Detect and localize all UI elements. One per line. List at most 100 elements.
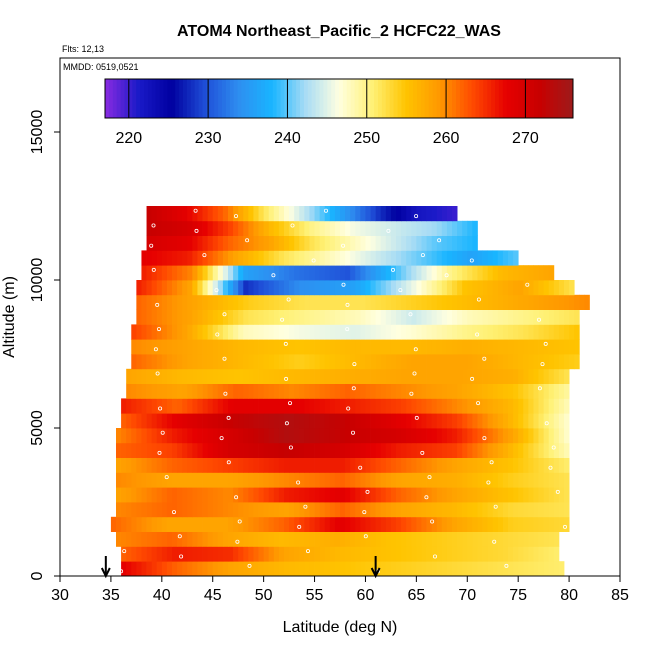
heatmap-cell — [156, 561, 163, 577]
heatmap-cell — [329, 368, 336, 384]
heatmap-cell — [497, 368, 504, 384]
heatmap-cell — [187, 398, 193, 414]
heatmap-cell — [273, 250, 280, 266]
heatmap-cell — [528, 339, 534, 355]
heatmap-cell — [116, 516, 122, 532]
heatmap-cell — [350, 561, 356, 577]
heatmap-cell — [187, 280, 193, 296]
chart-title: ATOM4 Northeast_Pacific_2 HCFC22_WAS — [177, 23, 501, 40]
heatmap-cell — [329, 502, 336, 518]
heatmap-cell — [187, 487, 193, 503]
heatmap-cell — [487, 428, 494, 444]
heatmap-cell — [553, 487, 560, 503]
heatmap-cell — [421, 413, 427, 429]
heatmap-cell — [309, 235, 315, 251]
heatmap-cell — [233, 413, 239, 429]
heatmap-cell — [248, 546, 254, 562]
sample-marker — [219, 436, 224, 441]
heatmap-cell — [533, 398, 539, 414]
colorbar: 220 230 240 250 260 270 — [104, 78, 574, 147]
heatmap-cell — [497, 442, 504, 458]
heatmap-cell — [166, 428, 173, 444]
heatmap-cell — [314, 472, 321, 488]
heatmap-cell — [304, 324, 310, 340]
heatmap-cell — [574, 324, 580, 340]
heatmap-cell — [268, 294, 275, 310]
heatmap-cell — [263, 472, 270, 488]
heatmap-cell — [299, 516, 305, 532]
heatmap-cell — [396, 516, 402, 532]
heatmap-cell — [508, 354, 514, 370]
heatmap-cell — [228, 265, 234, 281]
heatmap-cell — [487, 531, 494, 547]
heatmap-cell — [334, 428, 341, 444]
heatmap-cell — [421, 280, 427, 296]
sample-marker — [237, 519, 242, 524]
heatmap-cell — [518, 502, 524, 518]
heatmap-cell — [329, 354, 336, 370]
heatmap-cell — [487, 502, 494, 518]
colorbar-segment — [354, 79, 359, 118]
heatmap-cell — [131, 487, 137, 503]
heatmap-cell — [324, 383, 331, 399]
heatmap-cell — [131, 546, 137, 562]
heatmap-cell — [538, 280, 545, 296]
heatmap-cell — [217, 339, 224, 355]
heatmap-cell — [334, 250, 341, 266]
heatmap-cell — [182, 383, 188, 399]
heatmap-cell — [345, 398, 351, 414]
heatmap-cell — [248, 457, 254, 473]
heatmap-cell — [569, 294, 575, 310]
heatmap-cell — [401, 428, 407, 444]
heatmap-cell — [263, 398, 270, 414]
heatmap-cell — [192, 457, 198, 473]
heatmap-cell — [370, 516, 377, 532]
heatmap-cell — [350, 546, 356, 562]
colorbar-segment — [459, 79, 465, 118]
heatmap-cell — [441, 516, 448, 532]
heatmap-cell — [390, 294, 397, 310]
heatmap-cell — [446, 324, 453, 340]
heatmap-cell — [273, 354, 280, 370]
heatmap-cell — [268, 339, 275, 355]
heatmap-cell — [131, 531, 137, 547]
heatmap-cell — [253, 413, 259, 429]
heatmap-cell — [380, 502, 387, 518]
heatmap-cell — [177, 280, 183, 296]
heatmap-cell — [207, 250, 214, 266]
heatmap-cell — [416, 354, 422, 370]
heatmap-cell — [278, 442, 285, 458]
heatmap-cell — [329, 487, 336, 503]
heatmap-cell — [558, 309, 565, 325]
heatmap-cell — [299, 250, 305, 266]
heatmap-cell — [212, 339, 219, 355]
heatmap-cell — [258, 324, 265, 340]
heatmap-cell — [238, 324, 244, 340]
heatmap-cell — [477, 531, 483, 547]
heatmap-cell — [187, 442, 193, 458]
heatmap-cell — [375, 383, 382, 399]
sample-marker — [287, 401, 292, 406]
heatmap-cell — [324, 561, 331, 577]
heatmap-cell — [294, 487, 300, 503]
heatmap-cell — [294, 383, 300, 399]
heatmap-cell — [416, 472, 422, 488]
heatmap-cell — [416, 531, 422, 547]
heatmap-cell — [233, 428, 239, 444]
heatmap-cell — [396, 383, 402, 399]
heatmap-cell — [172, 250, 178, 266]
heatmap-cell — [329, 472, 336, 488]
heatmap-cell — [192, 487, 198, 503]
heatmap-cell — [497, 413, 504, 429]
heatmap-cell — [268, 206, 275, 222]
heatmap-cell — [548, 502, 555, 518]
heatmap-cell — [365, 546, 371, 562]
heatmap-cell — [472, 383, 478, 399]
heatmap-cell — [299, 220, 305, 236]
heatmap-cell — [212, 250, 219, 266]
heatmap-cell — [401, 368, 407, 384]
heatmap-cell — [258, 502, 265, 518]
heatmap-cell — [197, 546, 203, 562]
heatmap-cell — [467, 487, 473, 503]
heatmap-cell — [380, 487, 387, 503]
